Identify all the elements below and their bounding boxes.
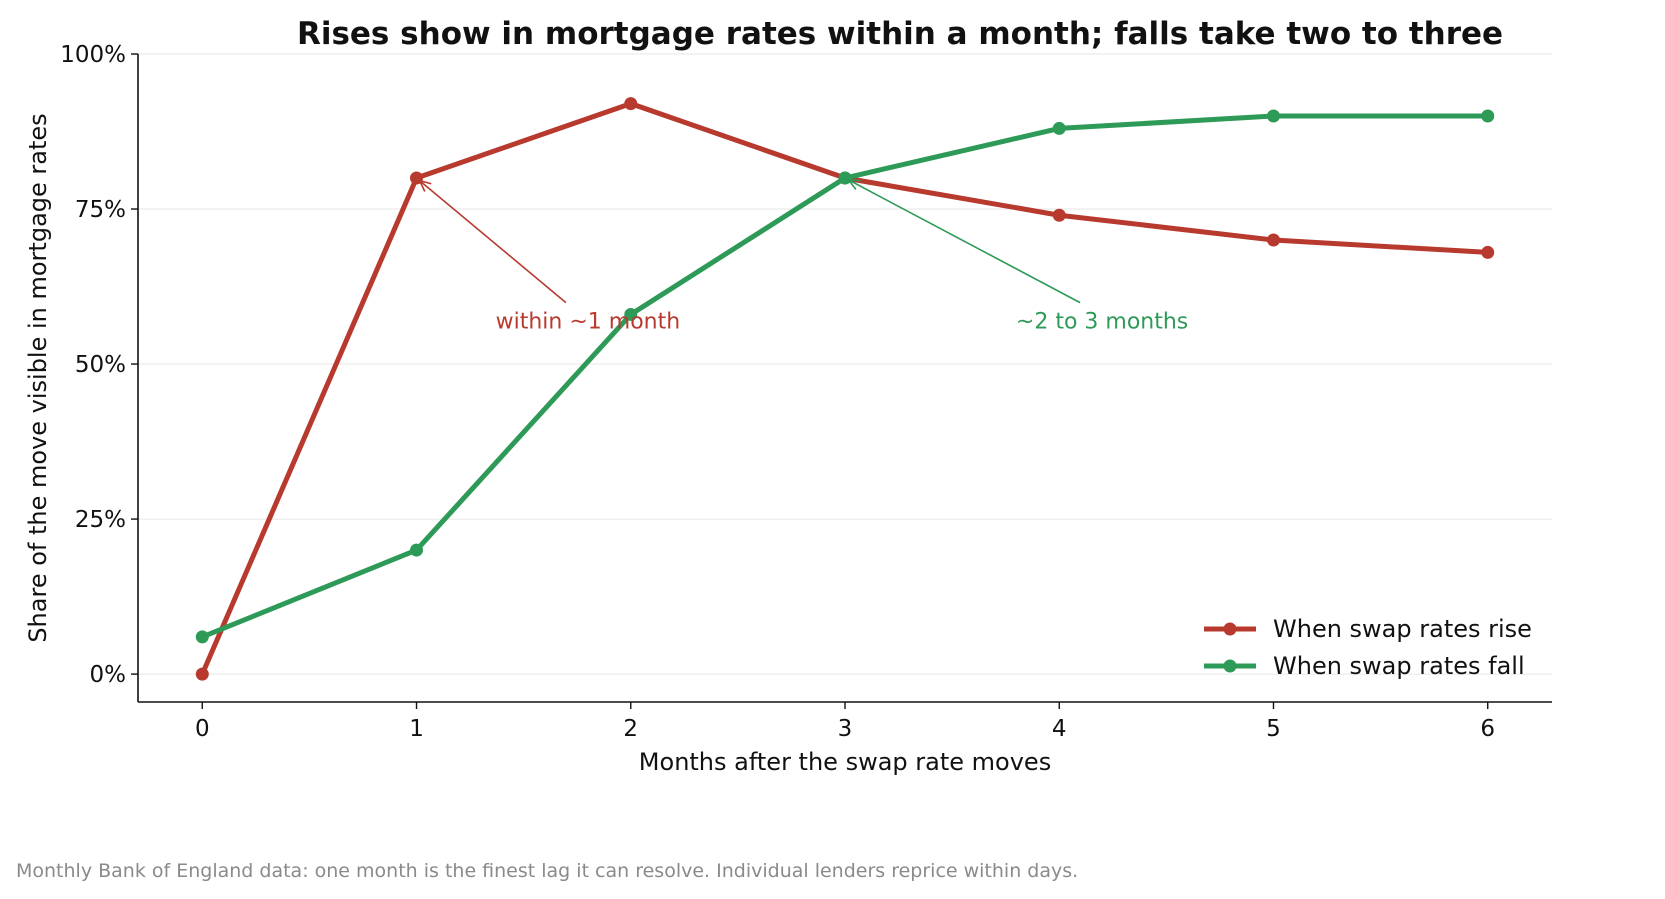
annotation-arrow: [848, 179, 1081, 304]
data-point: [1481, 109, 1495, 123]
x-tick-label: 2: [623, 716, 638, 742]
data-point: [410, 543, 424, 557]
data-point: [1052, 121, 1066, 135]
y-tick-label: 100%: [60, 42, 126, 68]
x-axis-ticks: 0 1 2 3 4 5 6: [195, 702, 1495, 742]
legend: When swap rates rise When swap rates fall: [1204, 615, 1532, 680]
arrow-head: [846, 178, 861, 190]
legend-swatch-marker: [1223, 622, 1237, 636]
y-tick-label: 50%: [75, 352, 126, 378]
annotation-1: within ~1 month: [418, 179, 681, 335]
data-point: [195, 667, 209, 681]
footnote: Monthly Bank of England data: one month …: [16, 860, 1079, 882]
annotation-2: ~2 to 3 months: [846, 178, 1188, 335]
y-tick-label: 75%: [75, 197, 126, 223]
data-point: [624, 97, 638, 111]
data-point: [1266, 109, 1280, 123]
arrow-head: [418, 179, 432, 192]
legend-item-fall: When swap rates fall: [1204, 652, 1525, 680]
data-point: [1266, 233, 1280, 247]
x-tick-label: 1: [409, 716, 424, 742]
annotation-label: ~2 to 3 months: [1016, 310, 1188, 335]
data-point: [1481, 245, 1495, 259]
x-tick-label: 6: [1480, 716, 1495, 742]
y-axis-label: Share of the move visible in mortgage ra…: [24, 113, 52, 642]
data-point: [1052, 208, 1066, 222]
legend-item-rise: When swap rates rise: [1204, 615, 1532, 643]
legend-swatch-marker: [1223, 659, 1237, 673]
x-tick-label: 4: [1052, 716, 1067, 742]
series-layer: [195, 97, 1495, 681]
series-rise: [195, 97, 1495, 681]
y-tick-label: 25%: [75, 507, 126, 533]
x-axis-label: Months after the swap rate moves: [639, 748, 1051, 776]
axes: [137, 54, 1552, 703]
x-tick-label: 5: [1266, 716, 1281, 742]
line-chart: Rises show in mortgage rates within a mo…: [24, 16, 1552, 776]
chart-title: Rises show in mortgage rates within a mo…: [297, 16, 1503, 52]
series-line: [199, 113, 1491, 640]
annotation-arrow: [419, 179, 567, 304]
y-axis-ticks: 0% 25% 50% 75% 100%: [60, 42, 138, 688]
y-tick-label: 0%: [90, 662, 127, 688]
data-point: [195, 630, 209, 644]
x-tick-label: 3: [838, 716, 853, 742]
legend-label: When swap rates rise: [1273, 615, 1532, 643]
data-point: [624, 307, 638, 321]
series-line: [199, 101, 1491, 677]
x-tick-label: 0: [195, 716, 210, 742]
legend-label: When swap rates fall: [1273, 652, 1525, 680]
series-fall: [195, 109, 1495, 644]
annotations: within ~1 month ~2 to 3 months: [418, 178, 1188, 335]
data-point: [838, 171, 852, 185]
gridlines: [138, 53, 1552, 675]
annotation-label: within ~1 month: [496, 310, 681, 335]
